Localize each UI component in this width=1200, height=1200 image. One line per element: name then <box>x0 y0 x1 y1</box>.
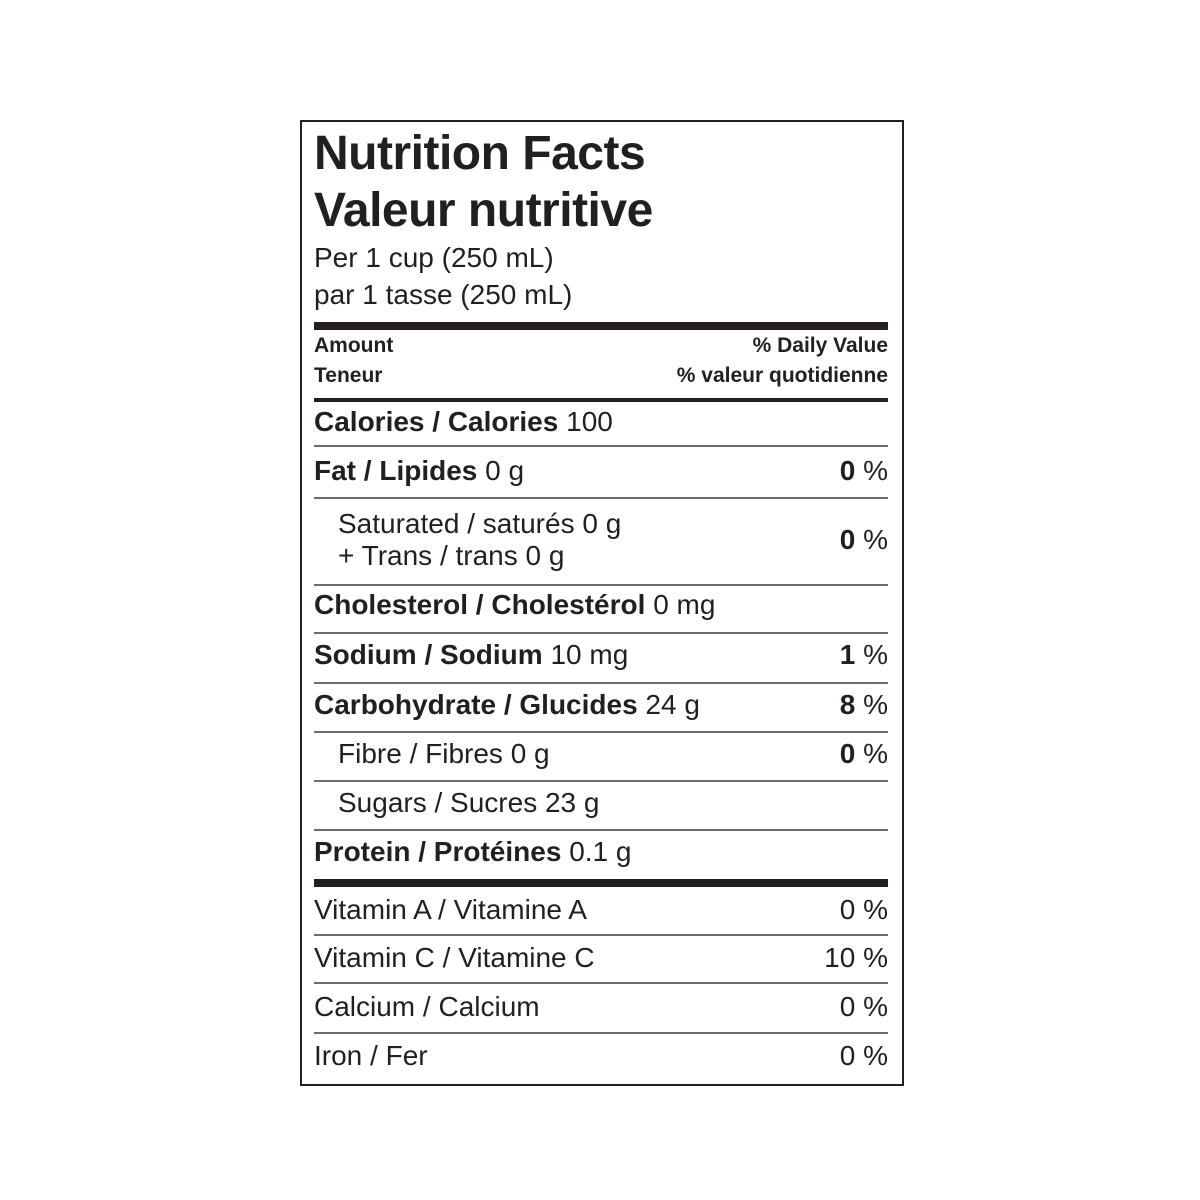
divider <box>314 982 888 984</box>
row-sugars: Sugars / Sucres 23 g <box>338 787 600 818</box>
divider-thick <box>314 322 888 330</box>
row-calories: Calories / Calories 100 <box>314 406 613 437</box>
divider-thick <box>314 879 888 887</box>
divider <box>314 584 888 586</box>
row-iron: Iron / Fer 0 % <box>314 1040 888 1071</box>
divider <box>314 682 888 684</box>
row-calcium: Calcium / Calcium 0 % <box>314 991 888 1022</box>
divider <box>314 1032 888 1034</box>
divider <box>314 934 888 936</box>
amount-label: Amount <box>314 334 394 357</box>
valeur-quotidienne-label: % valeur quotidienne <box>676 364 888 387</box>
divider <box>314 829 888 831</box>
title-fr: Valeur nutritive <box>314 184 653 237</box>
title-en: Nutrition Facts <box>314 127 646 180</box>
serving-fr: par 1 tasse (250 mL) <box>314 279 573 310</box>
divider <box>314 497 888 499</box>
divider <box>314 445 888 447</box>
nutrition-facts-panel <box>300 120 904 1086</box>
divider <box>314 731 888 733</box>
row-saturated-trans: Saturated / saturés 0 g + Trans / trans 0… <box>338 508 888 571</box>
row-sodium: Sodium / Sodium 10 mg 1 % <box>314 639 888 670</box>
daily-value-label: % Daily Value <box>752 334 888 357</box>
divider <box>314 632 888 634</box>
row-protein: Protein / Protéines 0.1 g <box>314 836 632 867</box>
serving-en: Per 1 cup (250 mL) <box>314 242 554 273</box>
row-vitamin-c: Vitamin C / Vitamine C 10 % <box>314 942 888 973</box>
divider <box>314 780 888 782</box>
teneur-label: Teneur <box>314 364 383 387</box>
divider-medium <box>314 398 888 402</box>
row-cholesterol: Cholesterol / Cholestérol 0 mg <box>314 589 716 620</box>
